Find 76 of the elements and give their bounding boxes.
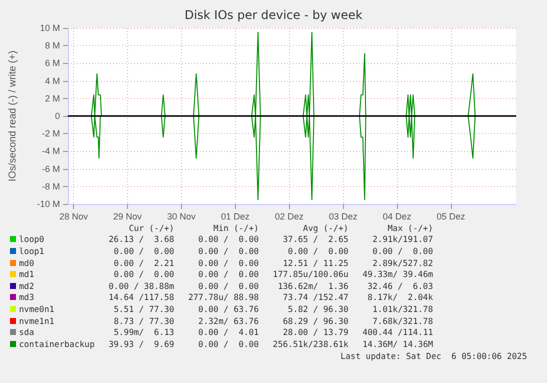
text: 2.89k/527.82 xyxy=(372,256,434,268)
text: 2.91k/191.07 xyxy=(372,234,434,246)
legend-label: md3 xyxy=(18,292,36,304)
y-tick-label: -4 M xyxy=(42,146,60,156)
y-tick-label: -6 M xyxy=(42,164,60,174)
text: 14.64 /117.58 xyxy=(108,292,174,304)
text: Max (-/+) xyxy=(386,222,434,234)
text: 8.73 / 77.30 xyxy=(112,314,174,326)
y-tick-label: 6 M xyxy=(44,58,60,68)
text: 73.74 /152.47 xyxy=(282,292,348,304)
text: 0.00 / 4.01 xyxy=(197,326,259,338)
text: Last update: Sat Dec 6 05:00:06 2025 xyxy=(340,351,527,361)
legend-label: md0 xyxy=(18,256,36,268)
text: 277.78u/ 88.98 xyxy=(187,292,259,304)
text: 0.00 / 0.00 xyxy=(112,268,174,280)
text: 256.51k/238.61k xyxy=(272,338,348,350)
x-tick-label: 05 Dez xyxy=(436,212,466,222)
text: 1.01k/321.78 xyxy=(372,303,434,315)
text: 12.51 / 11.25 xyxy=(282,256,348,268)
text: 68.29 / 96.30 xyxy=(282,314,348,326)
text: 14.36M/ 14.36M xyxy=(361,338,434,350)
text: 49.33m/ 39.46m xyxy=(361,268,434,280)
legend-label: containerbackup xyxy=(18,338,95,350)
text: Min (-/+) xyxy=(212,222,259,234)
x-tick-label: 02 Dez xyxy=(274,212,304,222)
y-tick-label: -2 M xyxy=(42,128,60,139)
y-tick-label: 8 M xyxy=(44,40,60,51)
y-tick-label: 0 xyxy=(54,111,60,121)
text: 0.00 / 38.88m xyxy=(108,280,174,292)
text: 7.68k/321.78 xyxy=(372,314,434,326)
x-tick-label: 01 Dez xyxy=(221,212,250,222)
text: 5.99m/ 6.13 xyxy=(112,326,174,338)
text: Cur (-/+) xyxy=(128,222,174,234)
legend-label: md1 xyxy=(18,268,36,280)
legend-label: nvme1n1 xyxy=(18,314,56,326)
text: 0.00 / 63.76 xyxy=(197,303,259,315)
text: 0.00 / 0.00 xyxy=(197,268,259,280)
text: 0.00 / 0.00 xyxy=(112,245,174,257)
text: 5.51 / 77.30 xyxy=(112,303,174,315)
text: 8.17k/ 2.04k xyxy=(366,292,434,304)
text: 0.00 / 0.00 xyxy=(286,245,348,257)
text: 0.00 / 0.00 xyxy=(197,256,259,268)
text: 0.00 / 0.00 xyxy=(197,234,259,246)
x-tick-label: 29 Nov xyxy=(113,212,142,222)
text: 5.82 / 96.30 xyxy=(286,303,348,315)
text: 26.13 / 3.68 xyxy=(108,234,174,246)
legend-label: loop1 xyxy=(18,245,46,257)
text: 0.00 / 0.00 xyxy=(372,245,434,257)
y-axis-title: IOs/second read (-) / write (+) xyxy=(8,50,18,182)
text: 2.32m/ 63.76 xyxy=(197,314,259,326)
y-tick-label: 10 M xyxy=(40,23,60,33)
legend-label: md2 xyxy=(18,280,36,292)
y-tick-label: -8 M xyxy=(42,181,60,192)
y-tick-label: -10 M xyxy=(36,199,60,209)
x-tick-label: 28 Nov xyxy=(59,212,88,222)
x-tick-label: 04 Dez xyxy=(382,212,412,222)
y-tick-label: 2 M xyxy=(44,93,60,104)
legend-label: sda xyxy=(18,326,36,338)
text: 0.00 / 0.00 xyxy=(197,280,259,292)
text: 39.93 / 9.69 xyxy=(108,338,174,350)
text: 28.00 / 13.79 xyxy=(282,326,348,338)
legend-label: nvme0n1 xyxy=(18,303,56,315)
text: 32.46 / 6.03 xyxy=(366,280,434,292)
text: 0.00 / 0.00 xyxy=(197,245,259,257)
y-tick-label: 4 M xyxy=(44,76,60,86)
x-tick-label: 03 Dez xyxy=(328,212,358,222)
text: 0.00 / 2.21 xyxy=(112,256,174,268)
text: Avg (-/+) xyxy=(302,222,348,234)
text: 177.85u/100.06u xyxy=(272,268,348,280)
text: 136.62m/ 1.36 xyxy=(276,280,348,292)
x-tick-label: 30 Nov xyxy=(167,212,196,222)
text: 0.00 / 0.00 xyxy=(197,338,259,350)
legend-label: loop0 xyxy=(18,234,46,246)
text: 37.65 / 2.65 xyxy=(282,234,348,246)
chart-title: Disk IOs per device - by week xyxy=(184,8,362,22)
text: 400.44 /114.11 xyxy=(361,326,434,338)
